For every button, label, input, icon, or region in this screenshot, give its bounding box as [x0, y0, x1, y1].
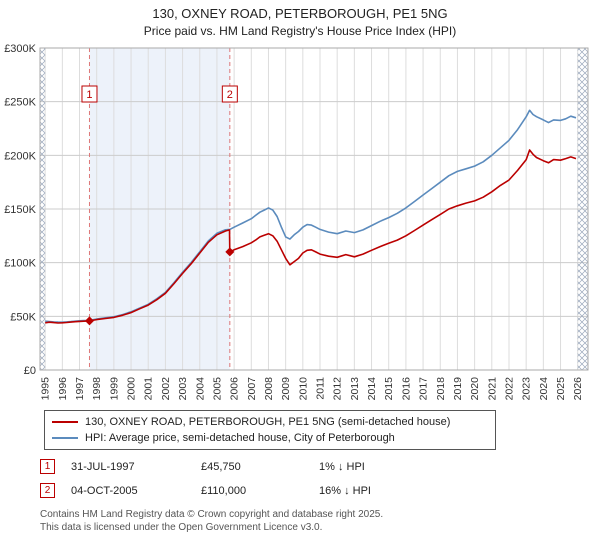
legend-item-hpi: HPI: Average price, semi-detached house,…: [52, 430, 488, 446]
transaction-row: 1 31-JUL-1997 £45,750 1% ↓ HPI: [40, 459, 600, 474]
svg-text:2011: 2011: [315, 377, 327, 400]
transaction-2-price: £110,000: [201, 484, 247, 497]
svg-text:2007: 2007: [246, 377, 258, 401]
price-chart: 1 2 £0 £50K £100K £150K £200K £250K £300K 1995 199…: [4, 43, 589, 401]
transaction-1-price: £45,750: [201, 460, 241, 473]
svg-text:2014: 2014: [366, 377, 378, 401]
svg-text:£100K: £100K: [4, 258, 36, 270]
legend-label-price-paid: 130, OXNEY ROAD, PETERBOROUGH, PE1 5NG (…: [85, 416, 451, 428]
svg-text:2024: 2024: [538, 377, 550, 401]
svg-text:2009: 2009: [280, 377, 292, 401]
svg-text:2008: 2008: [263, 377, 275, 401]
svg-text:£300K: £300K: [4, 43, 36, 55]
svg-text:2023: 2023: [521, 377, 533, 401]
svg-text:2013: 2013: [349, 377, 361, 401]
svg-text:2: 2: [227, 89, 233, 101]
transaction-2-date: 04-OCT-2005: [71, 484, 138, 497]
svg-text:£50K: £50K: [10, 311, 36, 323]
svg-text:2006: 2006: [229, 377, 241, 401]
legend-item-price-paid: 130, OXNEY ROAD, PETERBOROUGH, PE1 5NG (…: [52, 414, 488, 430]
red-line-swatch: [52, 421, 78, 423]
svg-text:2017: 2017: [418, 377, 430, 401]
footer-line-2: This data is licensed under the Open Gov…: [40, 522, 323, 533]
transaction-2-marker: 2: [40, 483, 55, 498]
transaction-row: 2 04-OCT-2005 £110,000 16% ↓ HPI: [40, 483, 600, 498]
page-title: 130, OXNEY ROAD, PETERBOROUGH, PE1 5NG: [152, 6, 448, 21]
svg-text:2003: 2003: [177, 377, 189, 401]
transaction-2-hpi-delta: 16% ↓ HPI: [319, 484, 371, 497]
svg-text:2016: 2016: [400, 377, 412, 401]
svg-text:2002: 2002: [160, 377, 172, 401]
svg-text:2005: 2005: [211, 377, 223, 401]
svg-text:2020: 2020: [469, 377, 481, 401]
svg-text:£200K: £200K: [4, 150, 36, 162]
svg-text:2012: 2012: [332, 377, 344, 401]
svg-text:2010: 2010: [297, 377, 309, 401]
legend-label-hpi: HPI: Average price, semi-detached house,…: [85, 432, 395, 444]
svg-text:2025: 2025: [555, 377, 567, 401]
svg-text:£150K: £150K: [4, 204, 36, 216]
svg-text:1995: 1995: [40, 377, 52, 401]
chart-legend: 130, OXNEY ROAD, PETERBOROUGH, PE1 5NG (…: [44, 410, 496, 450]
svg-text:1999: 1999: [108, 377, 120, 401]
svg-text:2015: 2015: [383, 377, 395, 401]
svg-text:£0: £0: [24, 365, 36, 377]
svg-text:1998: 1998: [91, 377, 103, 401]
license-footer: Contains HM Land Registry data © Crown c…: [40, 508, 600, 534]
footer-line-1: Contains HM Land Registry data © Crown c…: [40, 509, 384, 520]
svg-text:£250K: £250K: [4, 97, 36, 109]
svg-text:1996: 1996: [57, 377, 69, 401]
svg-text:2021: 2021: [486, 377, 498, 401]
svg-text:2022: 2022: [503, 377, 515, 401]
page-subtitle: Price paid vs. HM Land Registry's House …: [143, 24, 457, 38]
transaction-1-date: 31-JUL-1997: [71, 460, 135, 473]
transaction-1-marker: 1: [40, 459, 55, 474]
transaction-1-hpi-delta: 1% ↓ HPI: [319, 460, 365, 473]
svg-text:1997: 1997: [74, 377, 86, 401]
svg-text:2019: 2019: [452, 377, 464, 401]
svg-text:2018: 2018: [435, 377, 447, 401]
svg-text:2004: 2004: [194, 377, 206, 401]
blue-line-swatch: [52, 437, 78, 439]
svg-text:1: 1: [86, 89, 92, 101]
transactions-table: 1 31-JUL-1997 £45,750 1% ↓ HPI 2 04-OCT-…: [40, 459, 600, 498]
svg-text:2026: 2026: [572, 377, 584, 401]
svg-text:2001: 2001: [143, 377, 155, 401]
svg-text:2000: 2000: [126, 377, 138, 401]
